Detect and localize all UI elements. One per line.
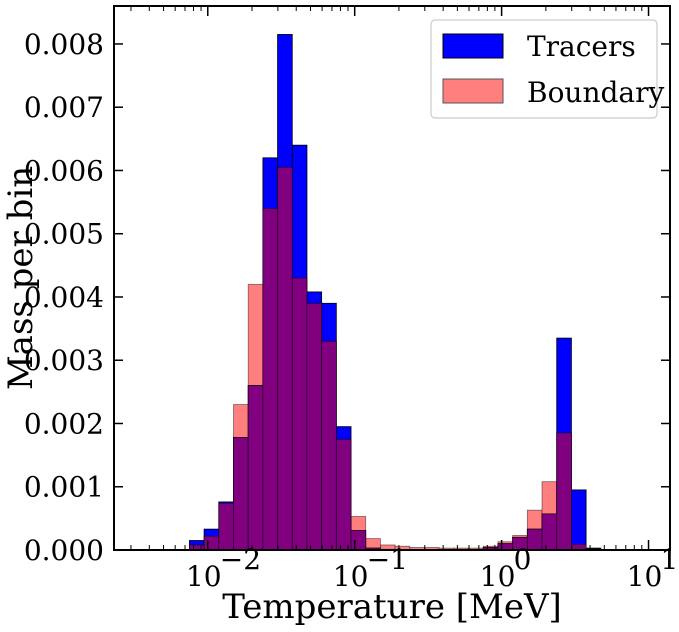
legend: Tracers Boundary (430, 19, 665, 119)
x-tick-label: 10 (186, 560, 222, 593)
overlap-bar (335, 438, 352, 551)
y-tick-label: 0.005 (24, 218, 104, 251)
overlap-bar (541, 513, 558, 551)
y-tick-label: 0.004 (24, 281, 104, 314)
legend-swatch-tracers (442, 33, 504, 59)
x-tick-exponent: 0 (514, 543, 532, 576)
x-axis-label: Temperature [MeV] (222, 587, 562, 627)
overlap-bar (306, 302, 323, 551)
x-tick-exponent: −1 (367, 543, 408, 576)
overlap-bar (321, 340, 337, 551)
overlap-bar (203, 535, 220, 551)
overlap-bar (277, 166, 293, 551)
x-tick-exponent: 1 (661, 543, 679, 576)
overlap-bar (350, 529, 367, 551)
legend-swatch-boundary (442, 78, 504, 104)
x-tick-label: 10 (627, 560, 663, 593)
overlap-bar (291, 277, 308, 551)
x-tick-label: 10 (480, 560, 516, 593)
y-tick-label: 0.008 (24, 28, 104, 61)
y-axis-label: Mass per bin (1, 166, 41, 390)
overlap-bar (556, 432, 572, 551)
y-tick-label: 0.002 (24, 407, 104, 440)
y-tick-label: 0.003 (24, 344, 104, 377)
x-tick-exponent: −2 (220, 543, 261, 576)
plot-frame (113, 5, 671, 551)
y-tick-label: 0.006 (24, 154, 104, 187)
y-tick-label: 0.007 (24, 91, 104, 124)
legend-label-boundary: Boundary (527, 76, 665, 109)
legend-label-tracers: Tracers (527, 30, 636, 63)
tracers-bar (571, 489, 587, 551)
axis-ticks: 0.000 0.001 0.002 0.003 0.004 0.005 0.006 0.007… (24, 6, 679, 593)
x-tick-label: 10 (333, 560, 369, 593)
overlap-bar (262, 208, 278, 551)
y-tick-label: 0.001 (24, 471, 104, 504)
overlap-bar (233, 437, 249, 551)
y-tick-label: 0.000 (24, 534, 104, 567)
overlap-bar (247, 385, 264, 551)
